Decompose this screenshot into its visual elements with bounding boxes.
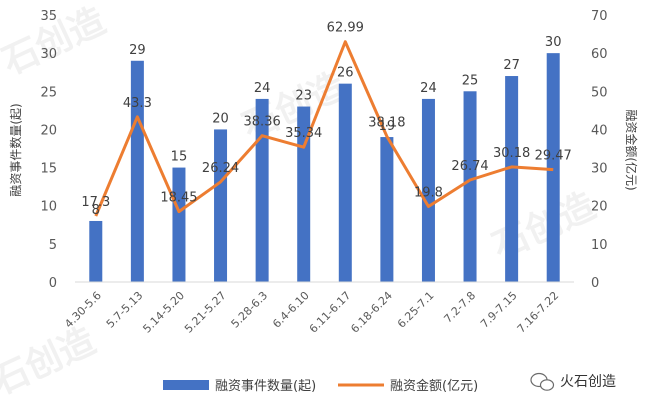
bar-data-labels: 8 29 15 20 24 23 26 19 24 25 27 30 <box>92 35 562 218</box>
bar-value-label: 26 <box>337 66 354 81</box>
legend-swatch-bars <box>163 380 209 390</box>
bar-series <box>89 53 560 283</box>
x-tick-label: 6.4-6.10 <box>270 289 312 331</box>
x-tick-label: 7.16-7.22 <box>515 289 562 336</box>
bar-value-label: 19 <box>379 119 396 134</box>
x-axis-ticks: 4.30-5.6 5.7-5.135.14-5.205.21-5.27 5.28-6… <box>62 289 561 336</box>
x-tick-label: 7.2-7.8 <box>441 289 478 326</box>
line-value-label: 43.3 <box>123 96 152 111</box>
y-right-tick-label: 10 <box>591 238 608 253</box>
y-right-tick-label: 60 <box>591 47 608 62</box>
bar-value-label: 8 <box>92 203 100 218</box>
y-right-tick-label: 0 <box>591 276 599 291</box>
line-value-label: 35.34 <box>285 126 322 141</box>
line-path <box>94 40 554 217</box>
bar-value-label: 27 <box>503 58 520 73</box>
legend: 融资事件数量(起) 融资金额(亿元) <box>163 378 478 394</box>
wechat-icon <box>530 372 555 391</box>
x-tick-label: 6.18-6.24 <box>348 289 395 336</box>
bar <box>421 98 435 283</box>
x-tick-label: 6.25-7.1 <box>395 289 437 331</box>
bar-value-label: 30 <box>545 35 562 50</box>
watermark: 石创造 <box>0 320 102 403</box>
x-tick-label: 5.28-6.3 <box>229 289 271 331</box>
line-value-label: 38.18 <box>368 115 405 130</box>
bar <box>214 129 228 282</box>
x-tick-label: 5.21-5.27 <box>182 289 229 336</box>
y-axis-right-title: 融资金额(亿元) <box>624 109 639 190</box>
y-left-tick-label: 5 <box>49 238 57 253</box>
line-value-label: 30.18 <box>493 146 530 161</box>
bar <box>463 91 477 283</box>
y-left-tick-label: 30 <box>40 47 57 62</box>
watermark: 石创造 <box>486 185 601 268</box>
bar-value-label: 15 <box>171 150 188 165</box>
line-series <box>94 40 554 217</box>
legend-label-bars: 融资事件数量(起) <box>215 379 316 394</box>
bar <box>505 76 519 283</box>
brand-badge: 火石创造 <box>530 372 616 391</box>
y-left-tick-label: 35 <box>40 9 57 24</box>
bar <box>297 106 311 283</box>
y-left-tick-label: 25 <box>40 85 57 100</box>
line-value-label: 38.36 <box>244 115 281 130</box>
bar <box>255 98 269 283</box>
bar-value-label: 24 <box>420 81 437 96</box>
bar <box>172 167 186 282</box>
y-right-tick-label: 40 <box>591 123 608 138</box>
bar-value-label: 24 <box>254 81 271 96</box>
line-value-label: 17.3 <box>81 195 110 210</box>
y-right-tick-label: 50 <box>591 85 608 100</box>
y-axis-right-ticks: 0 10 20 30 40 50 60 70 <box>591 9 608 291</box>
bar <box>338 83 352 283</box>
x-tick-label: 5.14-5.20 <box>140 289 187 336</box>
bar-value-label: 23 <box>295 89 312 104</box>
y-left-tick-label: 15 <box>40 162 57 177</box>
line-value-label: 26.24 <box>202 161 239 176</box>
legend-label-line: 融资金额(亿元) <box>390 378 478 394</box>
y-left-tick-label: 20 <box>40 123 57 138</box>
y-right-tick-label: 30 <box>591 162 608 177</box>
x-tick-label: 6.11-6.17 <box>307 289 354 336</box>
line-value-label: 18.45 <box>160 191 197 206</box>
x-tick-label: 7.9-7.15 <box>478 289 520 331</box>
line-value-label: 29.47 <box>535 149 572 164</box>
brand-name: 火石创造 <box>560 374 616 390</box>
line-value-label: 26.74 <box>451 159 488 174</box>
y-axis-left-title: 融资事件数量(起) <box>8 103 23 196</box>
y-axis-left-ticks: 0 5 10 15 20 25 30 35 <box>40 9 57 291</box>
bar <box>130 60 144 283</box>
bar <box>546 53 560 283</box>
y-right-tick-label: 70 <box>591 9 608 24</box>
x-tick-label: 5.7-5.13 <box>104 289 146 331</box>
line-data-labels: 17.343.318.4526.2438.3635.3462.9938.1819… <box>81 21 572 210</box>
y-left-tick-label: 10 <box>40 200 57 215</box>
bar-value-label: 29 <box>129 43 146 58</box>
bar-value-label: 20 <box>212 111 229 126</box>
bar <box>89 220 103 282</box>
line-value-label: 62.99 <box>327 21 364 36</box>
y-left-tick-label: 0 <box>49 276 57 291</box>
line-value-label: 19.8 <box>414 185 443 200</box>
bar-value-label: 25 <box>462 73 479 88</box>
y-right-tick-label: 20 <box>591 200 608 215</box>
bar <box>380 137 394 282</box>
